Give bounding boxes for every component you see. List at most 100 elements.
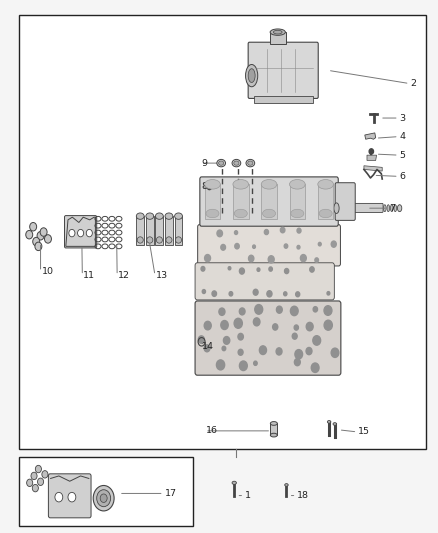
Circle shape (327, 292, 330, 295)
Bar (254, 96, 313, 103)
Circle shape (280, 227, 285, 233)
Ellipse shape (155, 213, 163, 219)
Circle shape (37, 231, 44, 240)
Text: 13: 13 (156, 271, 168, 280)
Text: 5: 5 (399, 151, 406, 160)
FancyBboxPatch shape (64, 216, 97, 248)
Circle shape (284, 244, 288, 248)
FancyBboxPatch shape (248, 42, 318, 99)
Text: 15: 15 (358, 427, 370, 437)
FancyBboxPatch shape (200, 177, 338, 226)
Bar (165, 216, 173, 245)
Text: 1: 1 (245, 491, 251, 500)
Circle shape (204, 345, 210, 352)
Circle shape (198, 336, 205, 343)
Circle shape (240, 361, 247, 370)
Circle shape (313, 306, 318, 312)
Circle shape (257, 268, 260, 271)
Circle shape (38, 478, 44, 486)
Circle shape (201, 266, 205, 271)
Circle shape (238, 349, 243, 356)
Circle shape (45, 235, 51, 243)
Bar (318, 184, 333, 219)
Circle shape (296, 292, 300, 297)
Circle shape (223, 336, 230, 344)
Circle shape (27, 479, 33, 487)
Circle shape (292, 333, 297, 339)
Text: 10: 10 (42, 268, 53, 276)
Circle shape (219, 308, 225, 316)
Circle shape (30, 222, 37, 231)
Circle shape (35, 242, 42, 251)
Circle shape (26, 230, 33, 239)
Circle shape (253, 245, 255, 248)
Circle shape (315, 258, 318, 262)
Circle shape (238, 333, 244, 340)
Circle shape (324, 320, 332, 330)
FancyBboxPatch shape (198, 224, 340, 266)
Ellipse shape (246, 159, 254, 167)
Ellipse shape (387, 205, 390, 212)
Ellipse shape (273, 30, 282, 34)
Ellipse shape (318, 180, 333, 189)
Ellipse shape (333, 423, 336, 425)
Circle shape (324, 306, 332, 316)
Circle shape (68, 492, 76, 502)
Ellipse shape (165, 213, 173, 219)
Circle shape (268, 256, 274, 263)
Bar (270, 423, 277, 435)
Ellipse shape (397, 205, 402, 212)
FancyBboxPatch shape (335, 183, 355, 220)
Bar (19, 14, 426, 449)
Circle shape (331, 241, 336, 247)
Polygon shape (367, 155, 377, 160)
Circle shape (300, 255, 306, 262)
Ellipse shape (394, 205, 396, 212)
Ellipse shape (248, 69, 255, 83)
Ellipse shape (93, 486, 114, 511)
Bar (290, 184, 305, 219)
Ellipse shape (147, 237, 153, 243)
Text: 9: 9 (201, 159, 208, 167)
Circle shape (31, 472, 37, 480)
Circle shape (297, 228, 301, 233)
Ellipse shape (175, 213, 183, 219)
Circle shape (272, 324, 278, 330)
Polygon shape (365, 133, 376, 139)
Circle shape (265, 230, 268, 235)
Ellipse shape (261, 180, 277, 189)
Circle shape (253, 289, 258, 295)
Ellipse shape (205, 180, 220, 189)
Circle shape (228, 266, 231, 270)
Text: 2: 2 (410, 79, 417, 88)
Ellipse shape (319, 209, 332, 217)
Circle shape (204, 321, 211, 330)
Circle shape (294, 325, 298, 330)
Text: 6: 6 (399, 172, 406, 181)
Text: 3: 3 (399, 114, 406, 123)
Circle shape (255, 304, 263, 314)
Circle shape (221, 320, 228, 329)
Text: 18: 18 (297, 491, 309, 500)
Ellipse shape (219, 161, 224, 165)
Ellipse shape (270, 433, 277, 437)
Circle shape (276, 348, 282, 355)
Text: 16: 16 (206, 426, 218, 435)
Circle shape (221, 245, 226, 250)
Circle shape (216, 360, 225, 370)
Bar (205, 184, 220, 219)
Ellipse shape (291, 209, 304, 217)
Ellipse shape (232, 481, 237, 484)
Ellipse shape (246, 64, 258, 87)
Circle shape (32, 484, 39, 492)
Ellipse shape (327, 421, 331, 423)
Circle shape (240, 268, 244, 274)
FancyBboxPatch shape (48, 474, 91, 518)
Circle shape (86, 229, 92, 237)
Ellipse shape (384, 205, 386, 212)
Text: 14: 14 (201, 342, 214, 351)
FancyBboxPatch shape (336, 204, 383, 213)
Ellipse shape (217, 159, 226, 167)
Text: 7: 7 (389, 204, 395, 213)
Circle shape (78, 229, 84, 237)
